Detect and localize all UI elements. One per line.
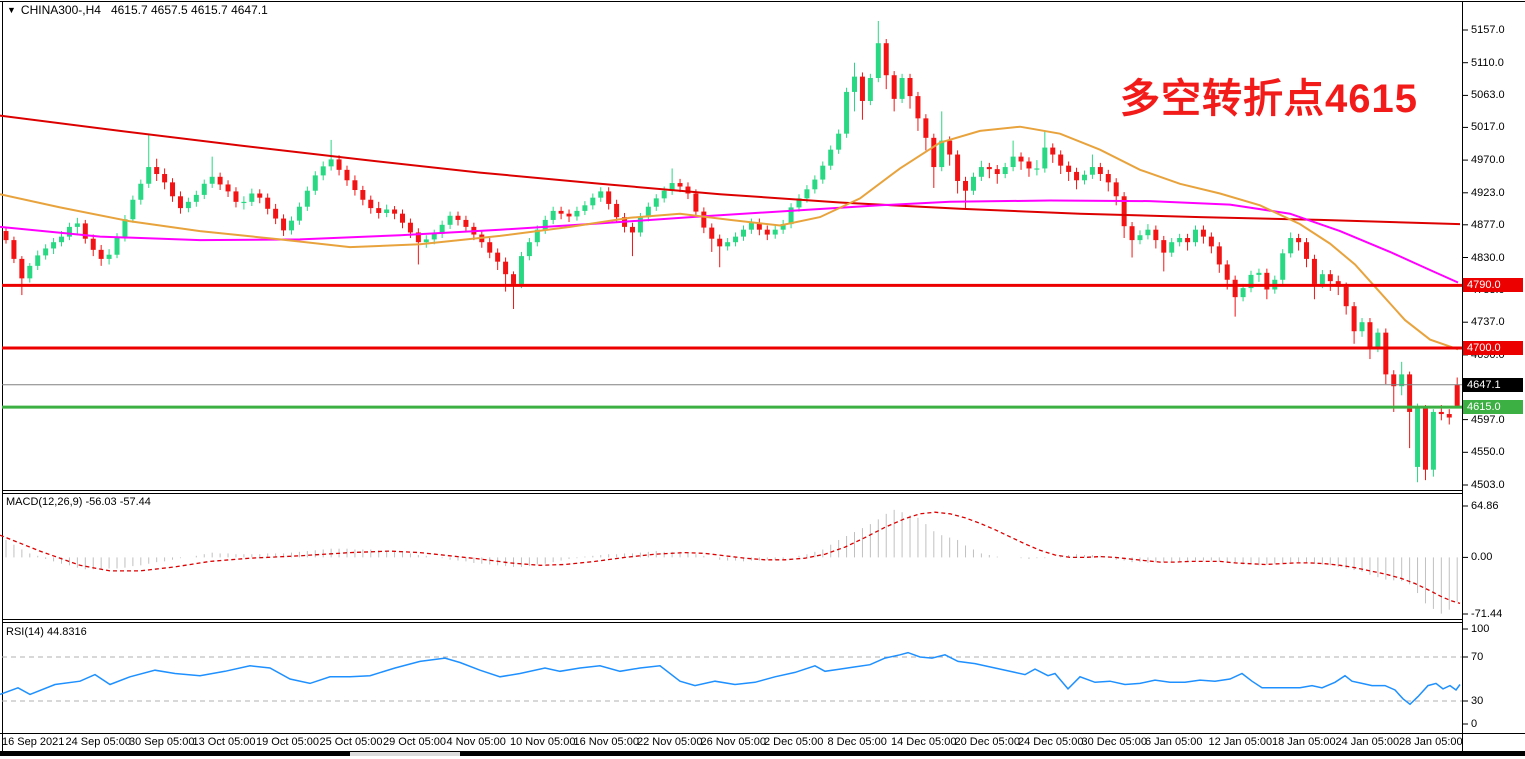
date-label: 6 Jan 05:00 — [1145, 736, 1203, 748]
h-scrollbar-thumb[interactable] — [350, 752, 460, 756]
date-label: 29 Oct 05:00 — [383, 736, 446, 748]
price-tick-label: 4877.0 — [1471, 218, 1505, 231]
date-label: 10 Nov 05:00 — [510, 736, 576, 748]
rsi-tick-label: 0 — [1471, 718, 1478, 730]
price-tick-label: 4550.0 — [1471, 446, 1505, 459]
rsi-line — [0, 651, 1461, 706]
symbol-titlebar: ▼ CHINA300-,H4 4615.7 4657.5 4615.7 4647.1 — [7, 3, 268, 17]
ma-fast-orange-line — [0, 125, 1459, 351]
date-label: 24 Dec 05:00 — [1018, 736, 1084, 748]
price-tick-label: 5110.0 — [1471, 56, 1504, 69]
rsi-tick-label: 30 — [1471, 695, 1484, 707]
ohlc-values: 4615.7 4657.5 4615.7 4647.1 — [110, 3, 268, 17]
date-label: 24 Jan 05:00 — [1335, 736, 1400, 748]
macd-tick-label: 0.00 — [1471, 551, 1493, 564]
support-price-tag[interactable]: 4615.0 — [1463, 400, 1523, 415]
rsi-indicator-label: RSI(14) 44.8316 — [6, 626, 87, 638]
horizontal-scrollbar[interactable] — [0, 752, 1525, 756]
resistance-price-tag[interactable]: 4790.0 — [1463, 278, 1523, 293]
date-label: 30 Sep 05:00 — [129, 736, 195, 748]
symbol-label: CHINA300-,H4 — [20, 3, 101, 17]
candlestick-series — [3, 20, 1460, 483]
date-label: 19 Oct 05:00 — [256, 736, 319, 748]
date-label: 18 Jan 05:00 — [1272, 736, 1336, 748]
date-label: 16 Sep 2021 — [2, 736, 65, 748]
date-label: 8 Dec 05:00 — [827, 736, 887, 748]
price-tick-label: 5157.0 — [1471, 24, 1505, 36]
price-tick-label: 5017.0 — [1471, 121, 1505, 134]
price-tick-label: 4830.0 — [1471, 251, 1505, 264]
rsi-tick-label: 70 — [1471, 651, 1484, 663]
date-label: 13 Oct 05:00 — [192, 736, 256, 748]
macd-tick-label: -71.44 — [1471, 608, 1503, 620]
macd-indicator-label: MACD(12,26,9) -56.03 -57.44 — [6, 496, 151, 508]
date-label: 2 Dec 05:00 — [764, 736, 824, 748]
date-label: 24 Sep 05:00 — [65, 736, 131, 748]
price-tick-label: 4503.0 — [1471, 479, 1505, 491]
rsi-tick-label: 100 — [1471, 623, 1490, 635]
bid-price-tag[interactable]: 4647.1 — [1463, 377, 1523, 392]
date-label: 30 Dec 05:00 — [1081, 736, 1147, 748]
date-label: 26 Nov 05:00 — [700, 736, 766, 748]
date-label: 20 Dec 05:00 — [954, 736, 1020, 748]
date-label: 16 Nov 05:00 — [573, 736, 639, 748]
macd-signal-line — [0, 511, 1461, 605]
date-label: 28 Jan 05:00 — [1399, 736, 1463, 748]
date-label: 14 Dec 05:00 — [891, 736, 957, 748]
chart-expander-icon[interactable]: ▼ — [7, 5, 16, 15]
date-label: 22 Nov 05:00 — [637, 736, 703, 748]
macd-tick-label: 64.86 — [1471, 500, 1499, 512]
price-tick-label: 4923.0 — [1471, 186, 1505, 199]
price-tick-label: 4970.0 — [1471, 154, 1505, 167]
date-label: 12 Jan 05:00 — [1208, 736, 1273, 748]
macd-histogram — [5, 509, 1458, 614]
price-tick-label: 4597.0 — [1471, 413, 1505, 426]
date-label: 4 Nov 05:00 — [446, 736, 506, 748]
ma-slow-red-line — [0, 114, 1461, 226]
bull-bear-pivot-annotation: 多空转折点4615 — [1120, 77, 1418, 121]
price-tick-label: 5063.0 — [1471, 89, 1505, 102]
price-tick-label: 4737.0 — [1471, 316, 1505, 329]
ma-mid-magenta-line — [0, 199, 1459, 284]
date-label: 25 Oct 05:00 — [319, 736, 383, 748]
resistance-price-tag[interactable]: 4700.0 — [1463, 340, 1523, 355]
